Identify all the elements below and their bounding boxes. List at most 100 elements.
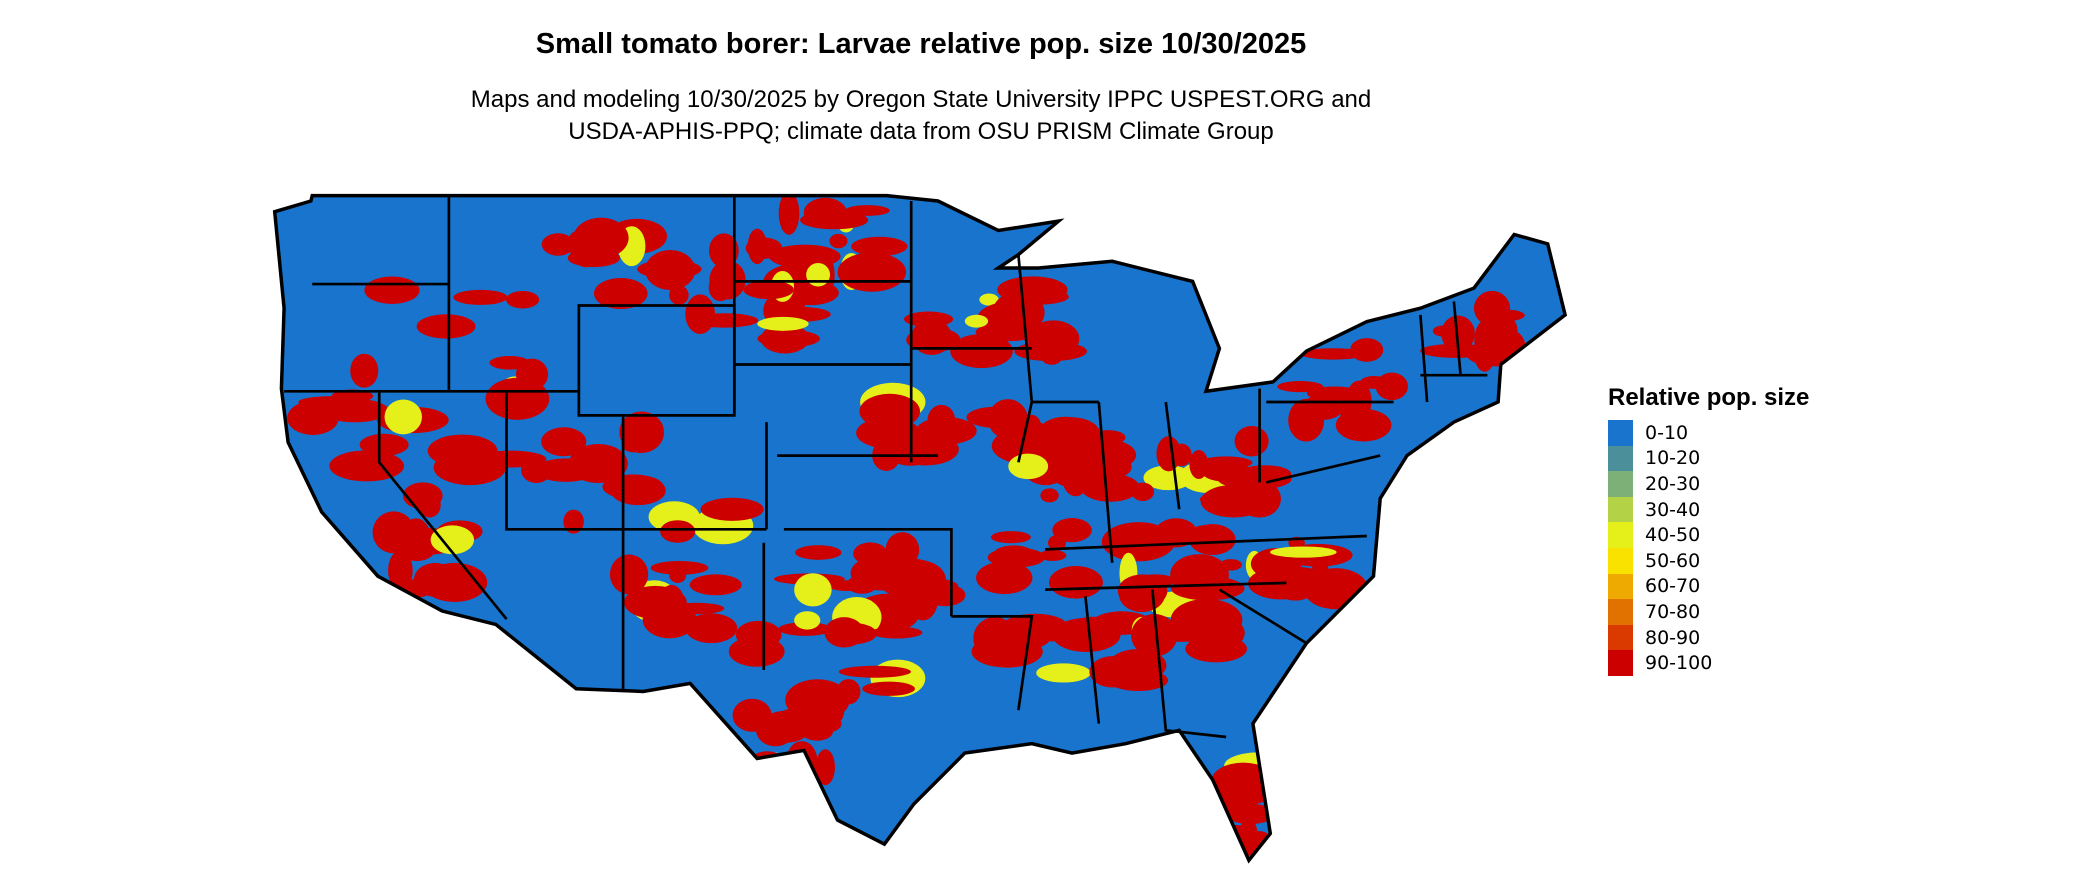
population-patch [384,399,422,435]
population-patch [689,574,742,596]
population-patch [1108,649,1167,682]
population-patch [976,561,1033,595]
legend-swatch [1608,547,1633,574]
population-patch [778,765,807,790]
population-patch [541,233,575,256]
population-patch [870,626,923,639]
population-patch [1039,416,1092,447]
legend-label: 0-10 [1645,421,1689,444]
population-patch [837,252,907,292]
population-patch [904,311,954,327]
population-patch [418,492,441,518]
population-patch [685,613,738,644]
legend-item: 60-70 [1608,573,1809,600]
legend-item: 10-20 [1608,445,1809,472]
state-border-line [1419,314,1429,403]
state-border-line [1084,596,1101,724]
population-patch [350,353,379,388]
population-patch [1131,482,1155,502]
population-patch [1027,320,1080,357]
state-border-line [505,391,767,531]
population-patch [735,620,782,649]
legend-swatch [1608,573,1633,600]
population-patch [1156,436,1181,472]
population-patch [1303,568,1368,610]
population-patch [821,704,845,722]
population-patch [1048,534,1067,551]
population-patch [1499,330,1527,373]
population-patch [1170,598,1243,641]
population-patch [430,525,475,555]
legend: Relative pop. size 0-10 10-20 20-30 30-40 40… [1608,384,1809,676]
state-border-line [1045,534,1367,551]
population-patch [1277,381,1324,393]
population-patch [1131,613,1178,657]
population-patch [916,417,977,445]
legend-label: 80-90 [1645,626,1701,649]
population-patch [743,280,794,300]
legend-swatch [1608,420,1633,446]
population-patch [1052,518,1092,543]
population-patch [906,327,961,353]
population-patch [1281,589,1310,601]
population-patch [609,554,649,595]
population-patch [619,411,665,453]
population-patch [1048,566,1103,599]
population-patch [1036,663,1091,683]
population-patch [1219,559,1242,571]
population-patch [453,289,508,305]
population-patch [660,520,696,543]
legend-label: 30-40 [1645,498,1701,521]
population-patch [824,617,864,648]
legend-item: 30-40 [1608,496,1809,523]
population-patch [1306,386,1362,401]
population-patch [563,509,584,534]
population-patch [885,532,920,568]
population-patch [747,228,767,265]
population-patch [690,313,759,328]
population-patch [856,417,921,449]
population-patch [795,545,842,560]
population-patch [1239,817,1258,853]
population-patch [782,280,839,306]
population-patch [401,518,431,553]
population-patch [800,210,869,230]
population-patch [748,767,791,784]
population-patch [593,277,648,310]
population-patch [806,263,831,287]
legend-item: 0-10 [1608,420,1809,446]
population-patch [992,291,1045,334]
population-patch [1335,408,1392,442]
population-patch [844,205,890,216]
legend-swatch [1608,496,1633,523]
population-patch [669,285,689,305]
legend-swatch [1608,445,1633,472]
population-patch [1199,456,1253,469]
population-patch [489,355,530,370]
population-patch [421,562,488,602]
population-patch [416,314,476,339]
legend-item: 20-30 [1608,471,1809,497]
legend-label: 50-60 [1645,549,1701,572]
population-patch [990,531,1031,544]
subtitle-line-1: Maps and modeling 10/30/2025 by Oregon S… [470,86,1372,113]
state-border-line [783,527,953,617]
population-patch [567,248,621,268]
state-border-line [1045,581,1287,591]
population-patch [838,665,911,678]
national-border [272,193,1568,864]
population-patch [1080,473,1140,502]
population-patch [506,290,540,309]
legend-swatch [1608,471,1633,497]
population-patch [829,233,848,249]
population-patch [794,573,832,607]
population-patch [950,333,1013,369]
legend-label: 90-100 [1645,652,1713,675]
population-patch [1432,325,1454,337]
population-patch [877,558,945,599]
subtitle-line-2: USDA-APHIS-PPQ; climate data from OSU PR… [568,118,1274,145]
population-patch [1238,465,1292,483]
state-border-line [1218,588,1308,645]
legend-swatch [1608,599,1633,625]
